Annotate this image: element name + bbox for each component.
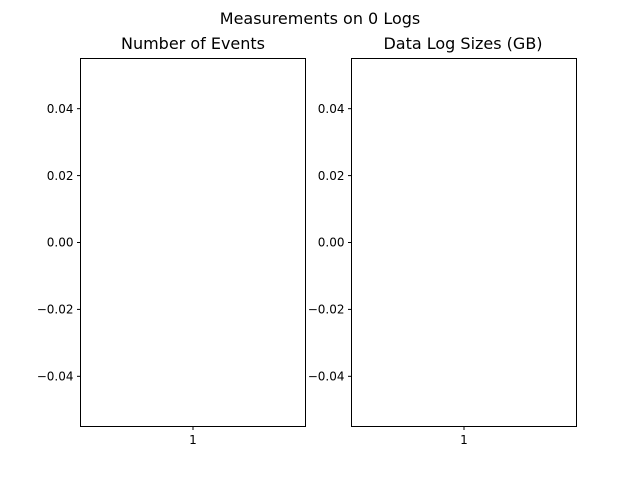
chart-log-sizes-y-tick-label: 0.00 — [318, 236, 345, 250]
chart-events-y-tick-label: 0.02 — [47, 169, 74, 183]
chart-log-sizes-axes-frame — [351, 58, 577, 427]
chart-events-y-tick-label: 0.00 — [47, 236, 74, 250]
chart-events-x-tick-label: 1 — [189, 433, 197, 447]
chart-log-sizes-y-tick-label: −0.04 — [308, 370, 345, 384]
chart-events-y-tick-label: 0.04 — [47, 102, 74, 116]
chart-events: Number of Events 0.040.020.00−0.02−0.04 … — [37, 34, 306, 447]
chart-log-sizes-y-tick-label: 0.02 — [318, 169, 345, 183]
chart-log-sizes: Data Log Sizes (GB) 0.04 0.02 0.00 −0.02 −0.… — [308, 34, 577, 447]
chart-log-sizes-title: Data Log Sizes (GB) — [383, 34, 542, 53]
chart-events-title: Number of Events — [121, 34, 265, 53]
chart-log-sizes-x-tick-label: 1 — [460, 433, 468, 447]
chart-events-x-ticks: 1 — [189, 426, 197, 447]
chart-events-y-tick-label: −0.04 — [37, 370, 74, 384]
chart-log-sizes-y-ticks: 0.04 0.02 0.00 −0.02 −0.04 — [308, 102, 352, 384]
chart-log-sizes-y-tick-label: −0.02 — [308, 303, 345, 317]
chart-events-y-tick-label: −0.02 — [37, 303, 74, 317]
chart-log-sizes-y-tick-label: 0.04 — [318, 102, 345, 116]
figure-suptitle: Measurements on 0 Logs — [220, 9, 420, 28]
chart-events-axes-frame — [80, 58, 306, 427]
chart-log-sizes-x-ticks: 1 — [460, 426, 468, 447]
chart-events-y-ticks: 0.04 0.02 0.00 −0.02 −0.04 — [37, 102, 81, 384]
